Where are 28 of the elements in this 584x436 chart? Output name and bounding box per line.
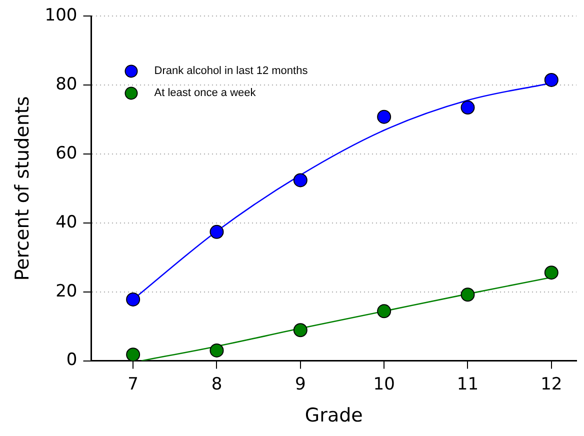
point [126,292,140,306]
y-tick-label: 20 [56,281,78,302]
point [377,304,392,318]
y-tick-label: 80 [56,74,78,95]
point [460,288,475,302]
point [377,110,392,124]
point [293,323,308,338]
point [210,224,224,239]
point [126,348,140,361]
x-tick-label: 12 [540,374,562,394]
legend-label: Drank alcohol in last 12 months [154,65,308,78]
y-axis-title: Percent of students [11,96,34,281]
point [293,173,308,188]
point [544,72,558,87]
point [544,266,558,280]
y-tick-label: 60 [56,143,78,164]
x-tick-label: 8 [211,374,222,394]
x-tick-label: 9 [294,374,306,394]
point [460,100,475,115]
y-tick-label: 0 [66,350,78,370]
legend-label: At least once a week [154,87,256,100]
x-axis-title: Grade [304,404,363,427]
point [210,343,224,358]
x-tick-label: 10 [373,374,395,394]
y-tick-label: 40 [56,212,78,232]
y-tick-label: 100 [44,6,78,26]
x-tick-label: 7 [128,374,138,394]
x-tick-label: 11 [456,374,479,394]
